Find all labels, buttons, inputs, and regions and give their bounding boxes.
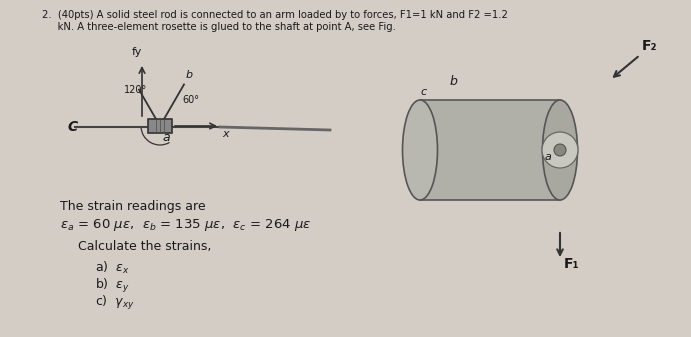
Text: 60°: 60°: [182, 95, 199, 105]
Text: b: b: [186, 70, 193, 81]
Text: F₂: F₂: [642, 39, 658, 53]
Text: C: C: [68, 120, 78, 134]
Text: 2.  (40pts) A solid steel rod is connected to an arm loaded by to forces, F1=1 k: 2. (40pts) A solid steel rod is connecte…: [42, 10, 508, 20]
Ellipse shape: [402, 100, 437, 200]
Text: 120°: 120°: [124, 85, 147, 95]
Polygon shape: [420, 100, 560, 200]
Text: $\varepsilon_a$ = 60 $\mu\varepsilon$,  $\varepsilon_b$ = 135 $\mu\varepsilon$, : $\varepsilon_a$ = 60 $\mu\varepsilon$, $…: [60, 217, 312, 233]
Text: a)  $\varepsilon_x$: a) $\varepsilon_x$: [95, 260, 129, 276]
Text: a: a: [162, 131, 169, 144]
Text: kN. A three-element rosette is glued to the shaft at point A, see Fig.: kN. A three-element rosette is glued to …: [42, 22, 396, 32]
Text: F₁: F₁: [564, 257, 580, 271]
Bar: [148, 119, 172, 133]
Text: c)  $\gamma_{xy}$: c) $\gamma_{xy}$: [95, 294, 135, 312]
Text: fy: fy: [132, 47, 142, 57]
Circle shape: [542, 132, 578, 168]
Text: a: a: [545, 152, 552, 162]
Text: The strain readings are: The strain readings are: [60, 200, 206, 213]
Circle shape: [554, 144, 566, 156]
Text: b)  $\varepsilon_y$: b) $\varepsilon_y$: [95, 277, 130, 295]
Ellipse shape: [542, 100, 578, 200]
Text: x: x: [222, 129, 229, 139]
Text: Calculate the strains,: Calculate the strains,: [78, 240, 211, 253]
Text: c: c: [420, 87, 426, 97]
Text: b: b: [450, 75, 458, 88]
